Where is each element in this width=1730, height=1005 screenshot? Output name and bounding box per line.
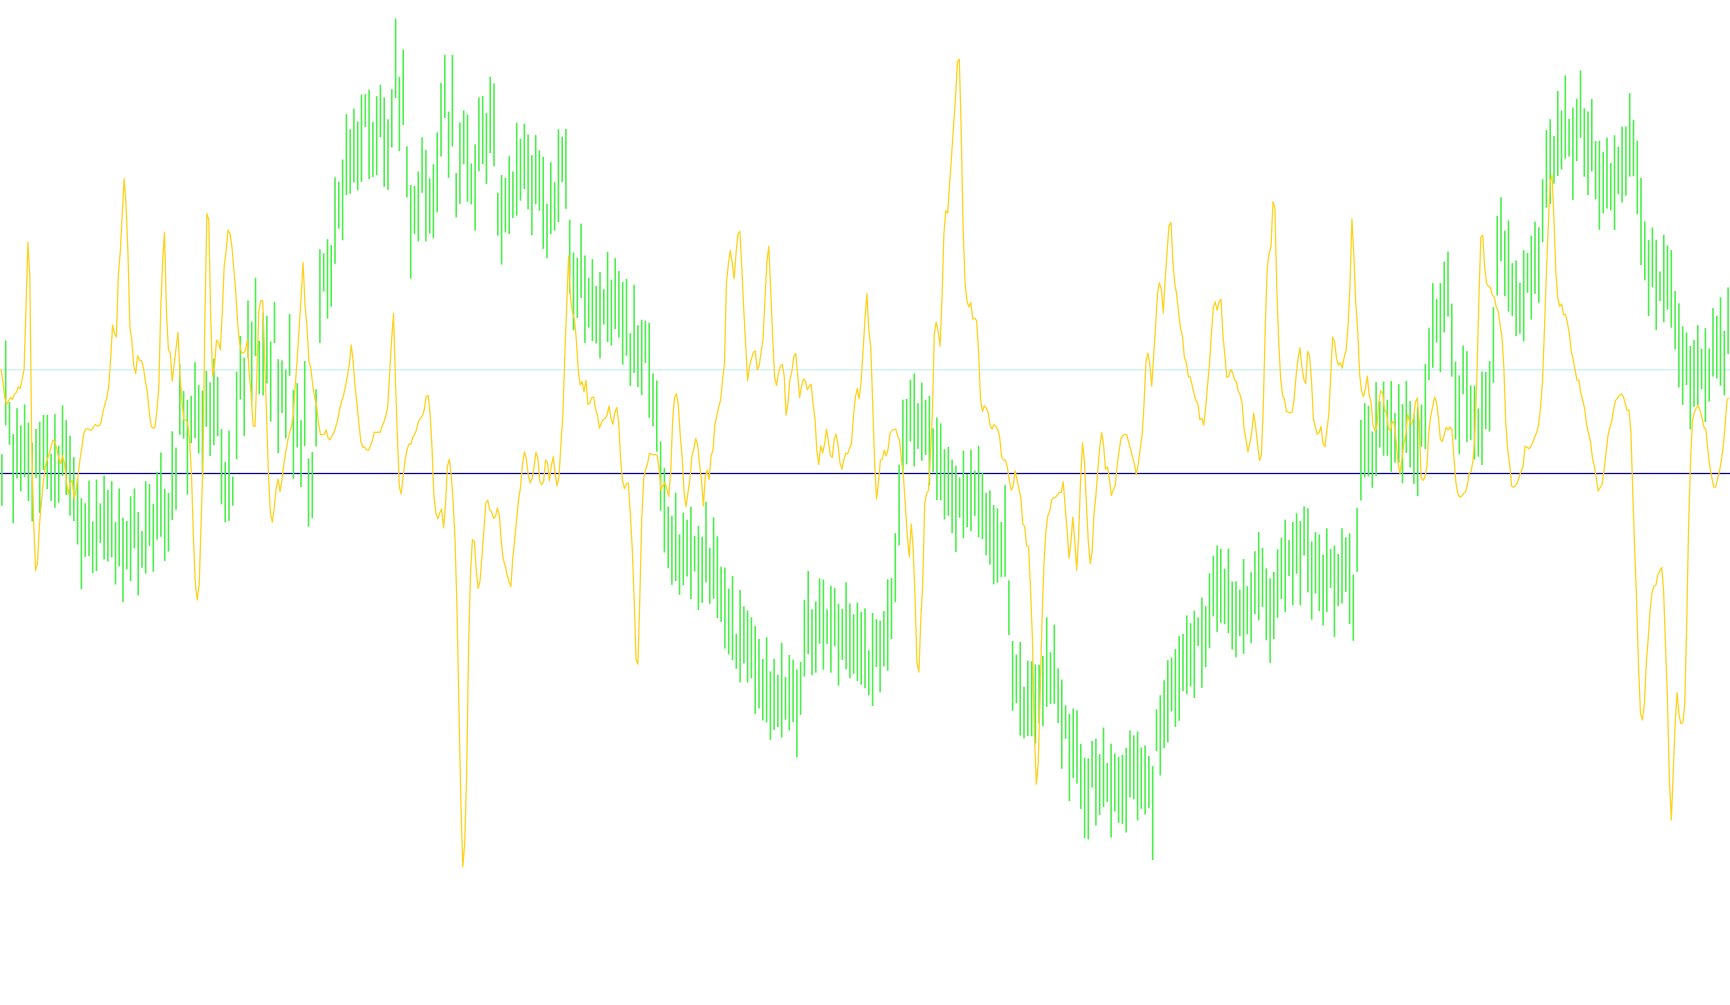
series-green-bars (1, 18, 1729, 860)
series-yellow-line (0, 58, 1730, 868)
reference-lines (0, 369, 1730, 475)
series-line-1 (0, 58, 1730, 868)
